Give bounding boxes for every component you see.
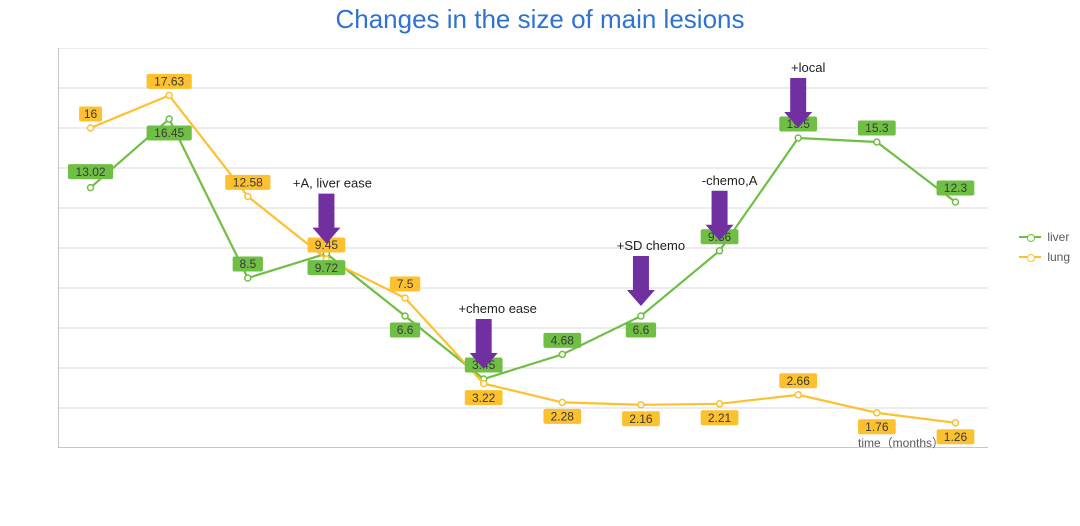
point-liver bbox=[638, 313, 644, 319]
legend-label: liver bbox=[1047, 230, 1069, 244]
point-lung bbox=[402, 295, 408, 301]
annotation-text: +local bbox=[791, 60, 825, 75]
point-liver bbox=[402, 313, 408, 319]
point-lung bbox=[481, 381, 487, 387]
annotation-text: -chemo,A bbox=[702, 173, 758, 188]
grid bbox=[58, 48, 988, 408]
point-liver bbox=[874, 139, 880, 145]
point-liver bbox=[245, 275, 251, 281]
point-liver bbox=[559, 351, 565, 357]
point-liver bbox=[795, 135, 801, 141]
data-label-lung: 1.26 bbox=[944, 430, 968, 444]
series-line-liver bbox=[91, 119, 956, 379]
legend-item-liver: liver bbox=[1019, 230, 1070, 244]
data-label-lung: 2.28 bbox=[551, 410, 575, 424]
data-label-lung: 2.66 bbox=[787, 374, 811, 388]
point-lung bbox=[559, 399, 565, 405]
data-label-lung: 12.58 bbox=[233, 176, 263, 190]
legend-swatch bbox=[1019, 236, 1041, 238]
data-label-liver: 6.6 bbox=[633, 323, 650, 337]
point-liver bbox=[88, 185, 94, 191]
data-label-lung: 17.63 bbox=[154, 75, 184, 89]
data-label-lung: 16 bbox=[84, 107, 98, 121]
annotation-text: +SD chemo bbox=[617, 238, 685, 253]
annotation-text: +A, liver ease bbox=[293, 176, 372, 191]
x-axis-title: time（months） bbox=[858, 434, 944, 451]
legend-item-lung: lung bbox=[1019, 250, 1070, 264]
point-lung bbox=[795, 392, 801, 398]
data-label-liver: 13.02 bbox=[76, 165, 106, 179]
data-label-lung: 2.16 bbox=[629, 412, 653, 426]
point-lung bbox=[952, 420, 958, 426]
series-line-lung bbox=[91, 95, 956, 422]
data-label-liver: 8.5 bbox=[239, 257, 256, 271]
point-lung bbox=[245, 193, 251, 199]
legend-swatch bbox=[1019, 256, 1041, 258]
point-lung bbox=[874, 410, 880, 416]
labels-group: 13.0216.458.59.726.63.454.686.69.8615.51… bbox=[68, 74, 974, 444]
data-label-liver: 6.6 bbox=[397, 323, 414, 337]
data-label-liver: 16.45 bbox=[154, 126, 184, 140]
series-group bbox=[88, 92, 959, 425]
data-label-lung: 2.21 bbox=[708, 411, 732, 425]
annotation-arrow bbox=[312, 194, 340, 244]
data-label-liver: 9.72 bbox=[315, 261, 339, 275]
data-label-lung: 7.5 bbox=[397, 277, 414, 291]
plot-area: 02468101214161820cm² 2020.4（0）2020.5（1）2… bbox=[58, 48, 988, 448]
point-lung bbox=[88, 125, 94, 131]
data-label-liver: 4.68 bbox=[551, 334, 575, 348]
annotation-text: +chemo ease bbox=[458, 301, 536, 316]
legend-label: lung bbox=[1047, 250, 1070, 264]
point-lung bbox=[166, 92, 172, 98]
data-label-lung: 1.76 bbox=[865, 420, 889, 434]
point-lung bbox=[638, 402, 644, 408]
point-liver bbox=[717, 248, 723, 254]
point-liver bbox=[166, 116, 172, 122]
point-lung bbox=[717, 401, 723, 407]
lesion-size-chart: Changes in the size of main lesions 0246… bbox=[0, 0, 1080, 526]
data-label-lung: 3.22 bbox=[472, 391, 496, 405]
chart-title: Changes in the size of main lesions bbox=[0, 4, 1080, 35]
data-label-liver: 15.3 bbox=[865, 121, 889, 135]
annotation-arrow bbox=[627, 256, 655, 306]
point-liver bbox=[952, 199, 958, 205]
data-label-liver: 12.3 bbox=[944, 181, 968, 195]
legend: liver lung bbox=[1019, 230, 1070, 270]
